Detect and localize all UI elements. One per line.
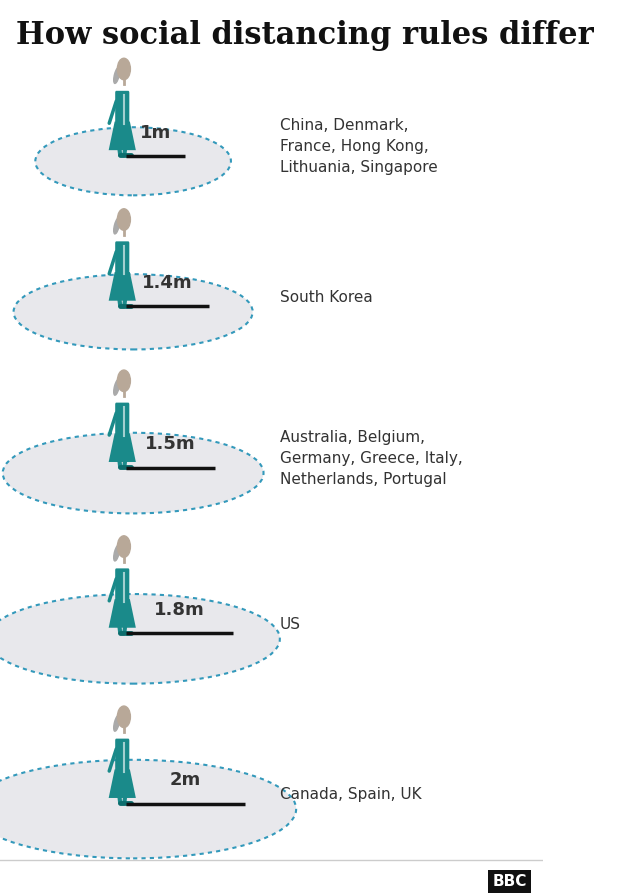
FancyBboxPatch shape — [115, 738, 129, 776]
FancyBboxPatch shape — [115, 241, 129, 279]
Polygon shape — [109, 122, 136, 151]
Ellipse shape — [114, 218, 120, 234]
Polygon shape — [109, 599, 136, 628]
Text: 1m: 1m — [140, 124, 171, 142]
Text: 1.4m: 1.4m — [142, 274, 193, 292]
FancyBboxPatch shape — [115, 90, 129, 128]
Text: BBC: BBC — [493, 874, 527, 889]
Ellipse shape — [114, 715, 120, 731]
Ellipse shape — [35, 127, 231, 195]
Ellipse shape — [13, 274, 253, 349]
Ellipse shape — [3, 433, 264, 513]
Text: China, Denmark,
France, Hong Kong,
Lithuania, Singapore: China, Denmark, France, Hong Kong, Lithu… — [280, 118, 438, 176]
Text: South Korea: South Korea — [280, 290, 372, 305]
FancyBboxPatch shape — [115, 568, 129, 606]
Polygon shape — [109, 272, 136, 301]
Circle shape — [117, 536, 131, 557]
Ellipse shape — [114, 545, 120, 561]
Ellipse shape — [114, 67, 120, 83]
FancyBboxPatch shape — [115, 402, 129, 440]
Circle shape — [117, 58, 131, 80]
Ellipse shape — [0, 760, 296, 858]
Circle shape — [117, 209, 131, 230]
Polygon shape — [109, 434, 136, 462]
Text: 2m: 2m — [170, 771, 201, 789]
Text: Australia, Belgium,
Germany, Greece, Italy,
Netherlands, Portugal: Australia, Belgium, Germany, Greece, Ita… — [280, 430, 463, 487]
Text: 1.8m: 1.8m — [154, 601, 205, 619]
Text: 1.5m: 1.5m — [145, 435, 196, 453]
Circle shape — [117, 706, 131, 728]
Text: US: US — [280, 617, 301, 632]
Polygon shape — [109, 770, 136, 798]
Text: Canada, Spain, UK: Canada, Spain, UK — [280, 788, 422, 802]
Circle shape — [117, 370, 131, 392]
Ellipse shape — [0, 594, 280, 684]
Text: How social distancing rules differ: How social distancing rules differ — [16, 20, 594, 51]
Ellipse shape — [114, 379, 120, 395]
